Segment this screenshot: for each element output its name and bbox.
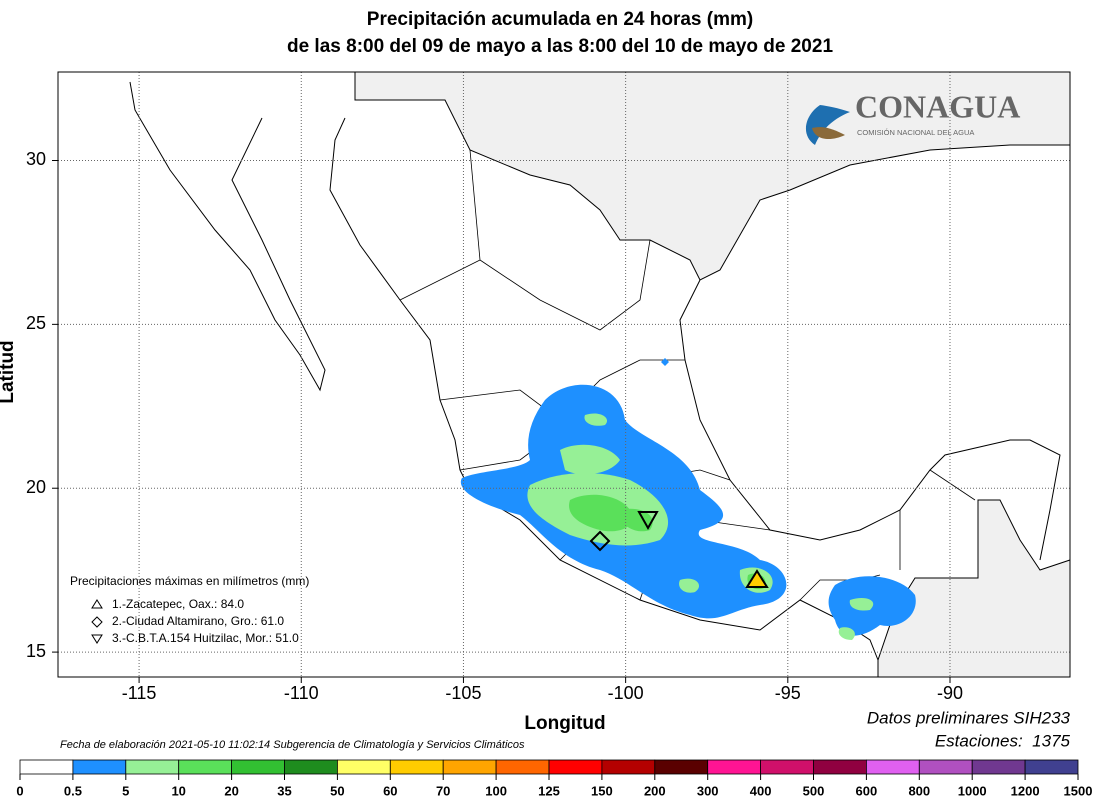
y-tick-label: 25 [26, 313, 46, 333]
colorbar-label: 70 [436, 783, 450, 798]
colorbar-label: 500 [803, 783, 825, 798]
colorbar-label: 0 [16, 783, 23, 798]
baja-california [129, 81, 326, 392]
colorbar-cell [72, 759, 127, 775]
colorbar-label: 125 [538, 783, 560, 798]
x-tick-label: -95 [775, 683, 801, 703]
colorbar-label: 20 [224, 783, 238, 798]
data-source: Datos preliminares SIH233 [867, 708, 1071, 727]
x-tick-label: -115 [122, 683, 157, 703]
y-tick-label: 15 [26, 641, 46, 661]
colorbar-label: 60 [383, 783, 397, 798]
colorbar-cell [495, 759, 550, 775]
rain-area [569, 494, 766, 590]
station-marker [745, 569, 769, 588]
legend-symbol [91, 634, 103, 644]
colorbar-label: 35 [277, 783, 291, 798]
colorbar-cell [336, 759, 391, 775]
usa [354, 71, 1071, 281]
colorbar-cell [918, 759, 973, 775]
colorbar-cell [442, 759, 497, 775]
legend-title: Precipitaciones máximas en milímetros (m… [70, 574, 309, 588]
colorbar-label: 50 [330, 783, 344, 798]
colorbar-cell [284, 759, 338, 775]
legend-symbol [91, 616, 103, 628]
colorbar-label: 0.5 [64, 783, 82, 798]
legend-symbol [91, 599, 103, 609]
colorbar-cell [1024, 759, 1079, 775]
y-axis-label: Latitud [0, 340, 18, 403]
y-tick-label: 20 [26, 477, 46, 497]
colorbar-label: 200 [644, 783, 666, 798]
colorbar-label: 300 [697, 783, 719, 798]
colorbar-label: 600 [856, 783, 878, 798]
logo-subtitle: COMISIÓN NACIONAL DEL AGUA [857, 128, 974, 137]
colorbar-label: 1500 [1064, 783, 1093, 798]
rain-area [661, 358, 669, 366]
colorbar-label: 1200 [1011, 783, 1040, 798]
precipitation-areas [460, 358, 916, 640]
colorbar-cell [707, 759, 762, 775]
colorbar-cell [866, 759, 920, 775]
title-line: Precipitación acumulada en 24 horas (mm) [367, 9, 753, 30]
colorbar: 0 0.5 5 10 20 35 50 60 70 100 125 150 200 300 400 500 60… [16, 759, 1093, 798]
legend-item: 1.-Zacatepec, Oax.: 84.0 [112, 597, 244, 611]
creation-note: Fecha de elaboración 2021-05-10 11:02:14… [60, 739, 525, 751]
colorbar-cell [178, 759, 232, 775]
station-count: Estaciones: 1375 [935, 731, 1071, 750]
x-tick-label: -105 [445, 683, 481, 703]
colorbar-cell [601, 759, 656, 775]
logo-name: CONAGUA [855, 88, 1020, 124]
title-line: de las 8:00 del 09 de mayo a las 8:00 de… [287, 36, 833, 57]
x-tick-label: -110 [284, 683, 319, 703]
y-tick-label: 30 [26, 149, 46, 169]
colorbar-cell [548, 759, 603, 775]
logo-icon [812, 127, 845, 140]
grid [58, 72, 1070, 677]
colorbar-cell [125, 759, 180, 775]
colorbar-cell [19, 759, 74, 775]
colorbar-cell [654, 759, 709, 775]
station-marker [589, 530, 611, 552]
colorbar-label: 100 [485, 783, 507, 798]
station-marker [637, 511, 659, 531]
colorbar-label: 10 [171, 783, 185, 798]
colorbar-label: 150 [591, 783, 613, 798]
legend-item: 3.-C.B.T.A.154 Huitzilac, Mor.: 51.0 [112, 631, 299, 645]
colorbar-cell [231, 759, 285, 775]
map: CONAGUA COMISIÓN NACIONAL DEL AGUA [57, 71, 1071, 678]
colorbar-label: 800 [908, 783, 930, 798]
x-axis-label: Longitud [524, 713, 605, 734]
x-tick-label: -100 [608, 683, 644, 703]
x-tick-label: -90 [937, 683, 963, 703]
colorbar-cell [813, 759, 867, 775]
colorbar-label: 1000 [958, 783, 987, 798]
gulf-coast [679, 279, 1061, 561]
colorbar-label: 5 [122, 783, 129, 798]
stations-legend: Precipitaciones máximas en milímetros (m… [70, 574, 309, 645]
colorbar-label: 400 [750, 783, 772, 798]
legend-item: 2.-Ciudad Altamirano, Gro.: 61.0 [112, 614, 284, 628]
colorbar-cell [971, 759, 1026, 775]
colorbar-cell [389, 759, 444, 775]
map-frame [57, 71, 1071, 678]
colorbar-cell [760, 759, 814, 775]
